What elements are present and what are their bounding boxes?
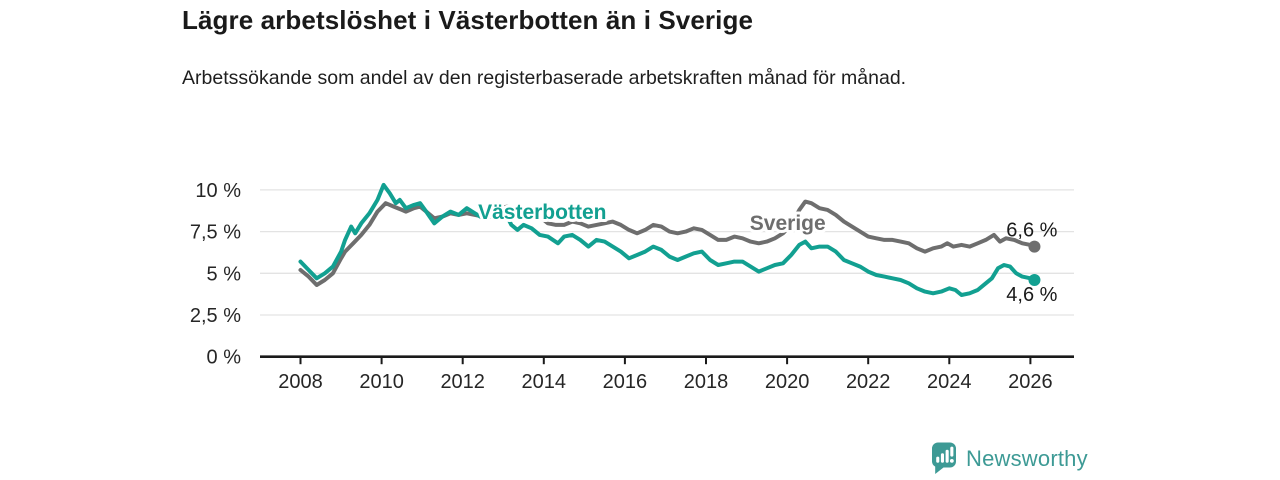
y-axis-tick-label: 2,5 % [190,305,241,327]
vasterbotten-line [298,182,1037,297]
x-axis-tick-label: 2012 [440,371,485,393]
newsworthy-logo: Newsworthy [931,442,1088,475]
y-axis-tick-label: 5 % [207,263,242,285]
x-axis-tick-label: 2020 [765,371,810,393]
x-axis-tick-label: 2026 [1008,371,1053,393]
vasterbotten-series-label: Västerbotten [478,201,606,224]
x-axis-tick-label: 2016 [603,371,648,393]
y-axis-tick-label: 10 % [195,180,241,202]
y-axis-tick-label: 0 % [207,347,242,369]
newsworthy-wordmark: Newsworthy [966,445,1088,471]
bar-chart-speech-bubble-icon [932,442,956,474]
x-axis-tick-label: 2014 [522,371,567,393]
x-axis-tick-label: 2010 [359,371,404,393]
x-axis-tick-label: 2018 [684,371,729,393]
y-axis-tick-label: 7,5 % [190,222,241,244]
sverige-end-value-label: 6,6 % [1006,220,1057,242]
x-axis-tick-label: 2008 [278,371,323,393]
chart-title: Lägre arbetslöshet i Västerbotten än i S… [182,5,754,35]
sverige-series-label: Sverige [750,212,826,235]
x-axis-tick-label: 2024 [927,371,972,393]
sverige-line [298,199,1037,287]
chart-subtitle: Arbetssökande som andel av den registerb… [182,67,907,89]
x-axis-tick-label: 2022 [846,371,891,393]
vasterbotten-end-value-label: 4,6 % [1006,284,1057,306]
sverige-end-dot [1028,240,1041,253]
vasterbotten-end-dot [1028,273,1041,286]
